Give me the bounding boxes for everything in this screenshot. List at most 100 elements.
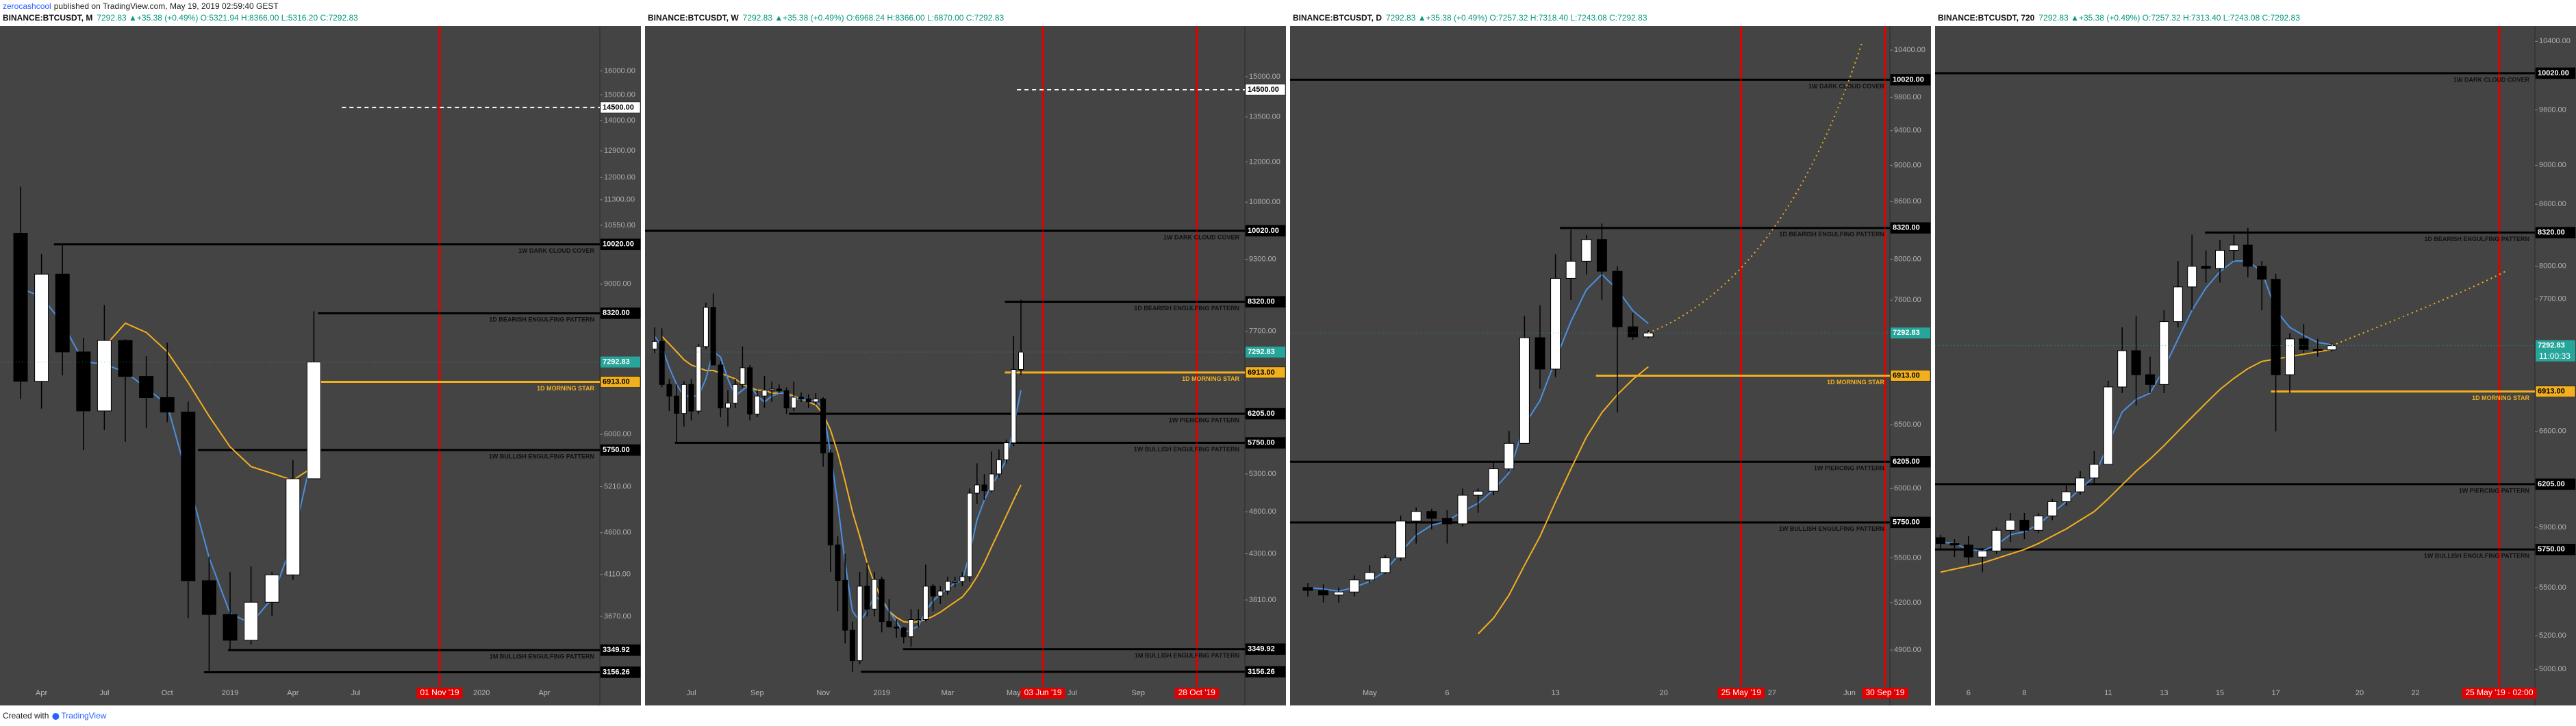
x-tick-label: 6 (1445, 689, 1449, 697)
x-tick-label: Apr (36, 689, 47, 697)
level-name: 1D MORNING STAR (1827, 379, 1884, 386)
candle-body (1519, 337, 1530, 444)
candle-body (813, 399, 819, 403)
last-price-label: 7292.83 (1893, 329, 1920, 337)
candle-body (916, 618, 922, 621)
candle-body (1441, 518, 1452, 525)
x-tick-label: Apr (287, 689, 299, 697)
candle-body (857, 586, 863, 662)
y-tick-label: 8000.00 (2539, 262, 2566, 271)
candle-body (2312, 349, 2323, 351)
y-tick-label: 5210.00 (604, 482, 631, 490)
candle-body (264, 574, 279, 603)
candle-body (160, 397, 175, 413)
x-tick-label: Jul (686, 689, 696, 697)
author[interactable]: zerocashcool (3, 1, 51, 11)
candle-body (1963, 544, 1973, 558)
y-tick-label: 8000.00 (1894, 255, 1921, 263)
y-tick-label: 5000.00 (2539, 665, 2566, 673)
level-name: 1D BEARISH ENGULFING PATTERN (1779, 231, 1884, 238)
candle-body (798, 397, 804, 400)
level-price-label: 6205.00 (1248, 410, 1275, 418)
candle-body (118, 340, 133, 377)
x-tick-label: May (1007, 689, 1021, 697)
level-price-label: 6205.00 (1893, 458, 1920, 466)
level-name: 1W PIERCING PATTERN (1814, 465, 1884, 472)
candle-body (805, 399, 811, 403)
x-tick-label: Apr (538, 689, 550, 697)
candle-body (967, 492, 973, 577)
date-marker-box (416, 688, 463, 699)
quote: 7292.83 ▲+35.38 (+0.49%) O:6968.24 H:836… (743, 13, 1005, 23)
candle-body (974, 484, 980, 494)
x-tick-label: 11 (2104, 689, 2112, 697)
y-tick-label: 3670.00 (604, 612, 631, 621)
symbol: BINANCE:BTCUSDT, W (648, 13, 739, 23)
candle-body (201, 580, 216, 615)
x-tick-label: 2019 (222, 689, 238, 697)
last-price-box (2536, 340, 2575, 351)
y-tick-label: 10800.00 (1249, 198, 1280, 206)
candle-body (1426, 511, 1437, 519)
panel-background (1290, 26, 1931, 705)
candle-body (2159, 321, 2169, 385)
candle-body (740, 367, 746, 385)
level-price-box (600, 644, 641, 656)
date-marker-label: 30 Sep '19 (1865, 688, 1904, 697)
level-price-box (1245, 437, 1286, 449)
countdown: 11:00:33 (2539, 351, 2571, 361)
level-price-label: 6913.00 (1248, 368, 1275, 377)
candle-body (732, 384, 738, 404)
level-name: 1W PIERCING PATTERN (2459, 487, 2529, 494)
level-price-label: 10020.00 (603, 240, 634, 249)
y-tick-label: 6000.00 (604, 430, 631, 438)
candle-body (1011, 368, 1017, 444)
level-price-box (600, 308, 641, 319)
last-price-box (1891, 327, 1930, 339)
x-tick-label: Mar (942, 689, 955, 697)
x-tick-label: 15 (2216, 689, 2224, 697)
x-tick-label: 2019 (873, 689, 889, 697)
candle-body (2215, 250, 2225, 269)
level-name: 1W DARK CLOUD COVER (2453, 76, 2530, 83)
level-price-box (1245, 84, 1286, 96)
level-name: 1W BULLISH ENGULFING PATTERN (1779, 525, 1884, 532)
brand-logo (52, 713, 60, 720)
candle-body (34, 273, 49, 382)
level-name: 1D BEARISH ENGULFING PATTERN (489, 316, 594, 323)
level-price-label: 8320.00 (603, 309, 630, 317)
candle-body (718, 364, 724, 409)
last-price-box (1246, 347, 1285, 358)
candle-body (2131, 350, 2141, 375)
x-tick-label: Sep (1131, 689, 1145, 697)
date-marker-label: 03 Jun '19 (1024, 688, 1062, 697)
candle-body (2145, 374, 2155, 385)
candle-body (849, 629, 855, 662)
date-marker-box (1174, 688, 1219, 699)
footer-brand[interactable]: TradingView (61, 711, 106, 721)
date-marker-label: 01 Nov '19 (420, 688, 459, 697)
level-name: 1W BULLISH ENGULFING PATTERN (1134, 446, 1239, 453)
publish-info: published on TradingView.com, May 19, 20… (54, 1, 279, 11)
candle-body (674, 395, 680, 414)
candle-body (879, 579, 885, 623)
level-price-box (2535, 227, 2576, 238)
level-price-label: 10020.00 (1893, 75, 1924, 84)
x-tick-label: May (1363, 689, 1377, 697)
last-price-box (601, 356, 640, 368)
candle-body (900, 627, 907, 638)
level-price-box (2535, 544, 2576, 555)
y-tick-label: 8600.00 (1894, 197, 1921, 205)
quote: 7292.83 ▲+35.38 (+0.49%) O:5321.94 H:836… (97, 13, 358, 23)
y-tick-label: 9800.00 (1894, 93, 1921, 101)
level-price-label: 6913.00 (603, 377, 630, 386)
candle-body (922, 586, 929, 620)
level-price-box (1245, 225, 1286, 237)
candle-body (659, 340, 665, 385)
y-tick-label: 4800.00 (1249, 508, 1276, 516)
level-price-label: 8320.00 (2538, 229, 2565, 237)
candle-body (894, 626, 900, 629)
x-tick-label: Nov (816, 689, 830, 697)
level-name: 1M BULLISH ENGULFING PATTERN (1135, 652, 1239, 659)
